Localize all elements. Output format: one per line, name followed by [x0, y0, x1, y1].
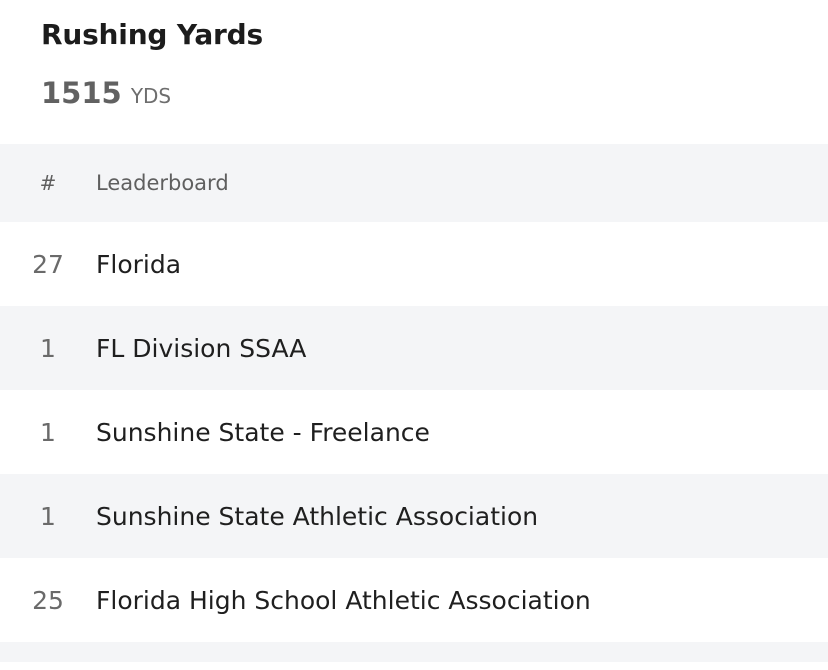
- table-row[interactable]: 1 Sunshine State Athletic Association: [0, 474, 828, 558]
- table-row[interactable]: 1 Sunshine State - Freelance: [0, 390, 828, 474]
- table-row[interactable]: 1 FL Division SSAA: [0, 306, 828, 390]
- leaderboard-column-header: Leaderboard: [96, 171, 229, 195]
- stat-title: Rushing Yards: [41, 18, 263, 51]
- row-leaderboard-name[interactable]: Sunshine State - Freelance: [96, 417, 430, 447]
- row-leaderboard-name[interactable]: FL Division SSAA: [96, 333, 307, 363]
- stat-unit: YDS: [130, 84, 172, 108]
- row-rank: 25: [32, 585, 64, 615]
- table-header-row: # Leaderboard: [0, 144, 828, 222]
- stat-value-row: 1515 YDS: [41, 76, 171, 110]
- table-footer-strip: [0, 642, 828, 662]
- row-leaderboard-name[interactable]: Florida: [96, 249, 182, 279]
- leaderboard-table: # Leaderboard 27 Florida 1 FL Division S…: [0, 144, 828, 662]
- row-rank: 1: [40, 333, 56, 363]
- rank-column-header: #: [39, 171, 57, 195]
- row-rank: 1: [40, 417, 56, 447]
- table-row[interactable]: 25 Florida High School Athletic Associat…: [0, 558, 828, 642]
- row-leaderboard-name[interactable]: Florida High School Athletic Association: [96, 585, 591, 615]
- table-row[interactable]: 27 Florida: [0, 222, 828, 306]
- row-rank: 1: [40, 501, 56, 531]
- row-leaderboard-name[interactable]: Sunshine State Athletic Association: [96, 501, 539, 531]
- stat-value: 1515: [41, 76, 122, 110]
- row-rank: 27: [32, 249, 64, 279]
